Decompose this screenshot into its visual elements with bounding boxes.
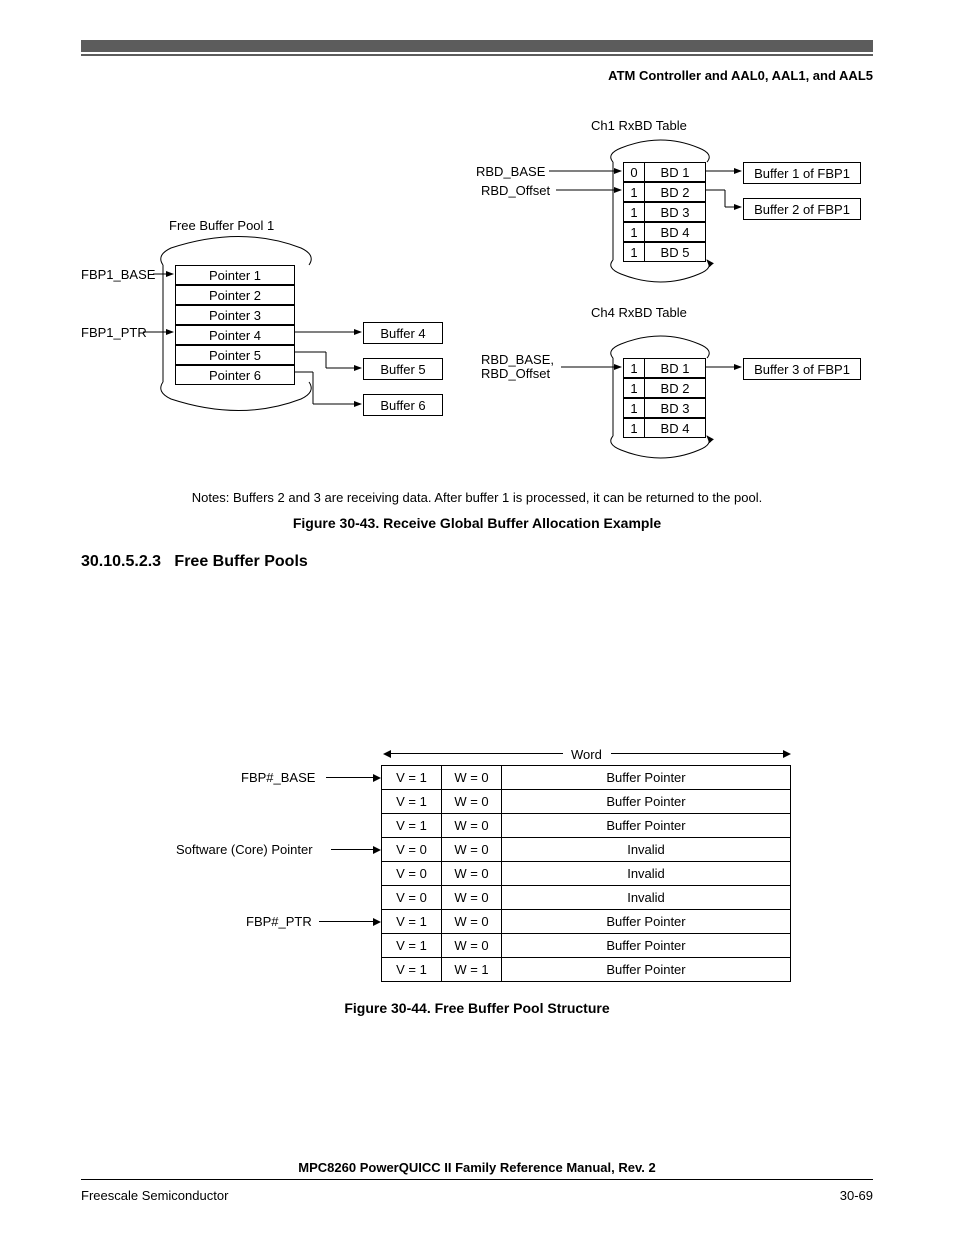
footer-right: 30-69	[840, 1188, 873, 1203]
bd-flag-cell: 1	[623, 418, 645, 438]
fbp-ptr-label: FBP#_PTR	[246, 914, 312, 929]
fig1-caption: Figure 30-43. Receive Global Buffer Allo…	[0, 515, 954, 531]
bd-flag-cell: 1	[623, 242, 645, 262]
v-cell: V = 1	[382, 790, 442, 813]
w-cell: W = 0	[442, 934, 502, 957]
w-cell: W = 0	[442, 910, 502, 933]
bd-cell: BD 2	[644, 182, 706, 202]
fbp-buffer-cell: Buffer 3 of FBP1	[743, 358, 861, 380]
fbp-title: Free Buffer Pool 1	[169, 218, 274, 233]
table-row: V = 1W = 1Buffer Pointer	[382, 957, 790, 981]
figure-notes: Notes: Buffers 2 and 3 are receiving dat…	[0, 490, 954, 505]
v-cell: V = 1	[382, 958, 442, 981]
bd-flag-cell: 1	[623, 378, 645, 398]
pointer-cell: Pointer 1	[175, 265, 295, 285]
section-num: 30.10.5.2.3	[81, 553, 161, 570]
v-cell: V = 1	[382, 934, 442, 957]
buffer-cell: Buffer 6	[363, 394, 443, 416]
bd-cell: BD 4	[644, 222, 706, 242]
section-title: Free Buffer Pools	[174, 553, 307, 570]
bd-cell: BD 5	[644, 242, 706, 262]
bd-flag-cell: 1	[623, 182, 645, 202]
table-row: V = 0W = 0Invalid	[382, 885, 790, 909]
footer-left: Freescale Semiconductor	[81, 1188, 228, 1203]
table-row: V = 1W = 0Buffer Pointer	[382, 933, 790, 957]
bd-flag-cell: 1	[623, 222, 645, 242]
bd-cell: BD 1	[644, 162, 706, 182]
v-cell: V = 0	[382, 886, 442, 909]
fbp1-ptr-label: FBP1_PTR	[81, 325, 147, 340]
pointer-cell: Pointer 3	[175, 305, 295, 325]
w-cell: W = 0	[442, 886, 502, 909]
pointer-cell: Pointer 5	[175, 345, 295, 365]
figure-30-44: Word FBP#_BASE Software (Core) Pointer F…	[81, 735, 873, 995]
fbp-base-label: FBP#_BASE	[241, 770, 315, 785]
bd-cell: BD 2	[644, 378, 706, 398]
bd-cell: BD 3	[644, 398, 706, 418]
table-row: V = 0W = 0Invalid	[382, 861, 790, 885]
figure-30-43: Ch1 RxBD Table Free Buffer Pool 1 FBP1_B…	[81, 110, 873, 490]
ptr-cell: Buffer Pointer	[502, 934, 790, 957]
page-header: ATM Controller and AAL0, AAL1, and AAL5	[608, 68, 873, 83]
table-row: V = 1W = 0Buffer Pointer	[382, 909, 790, 933]
bd-cell: BD 4	[644, 418, 706, 438]
bd-cell: BD 1	[644, 358, 706, 378]
ptr-cell: Buffer Pointer	[502, 790, 790, 813]
word-label: Word	[571, 747, 602, 762]
footer-manual: MPC8260 PowerQUICC II Family Reference M…	[0, 1160, 954, 1175]
ptr-cell: Buffer Pointer	[502, 910, 790, 933]
buffer-cell: Buffer 5	[363, 358, 443, 380]
rbd-base-label: RBD_BASE	[476, 164, 545, 179]
v-cell: V = 0	[382, 862, 442, 885]
buffer-cell: Buffer 4	[363, 322, 443, 344]
fig2-caption: Figure 30-44. Free Buffer Pool Structure	[0, 1000, 954, 1016]
pointer-cell: Pointer 2	[175, 285, 295, 305]
rbd-bo-1: RBD_BASE,	[481, 352, 554, 367]
fbp-buffer-cell: Buffer 2 of FBP1	[743, 198, 861, 220]
table-row: V = 1W = 0Buffer Pointer	[382, 813, 790, 837]
w-cell: W = 0	[442, 838, 502, 861]
ch1-title: Ch1 RxBD Table	[591, 118, 687, 133]
w-cell: W = 0	[442, 766, 502, 789]
bd-flag-cell: 1	[623, 202, 645, 222]
table-row: V = 0W = 0Invalid	[382, 837, 790, 861]
w-cell: W = 0	[442, 814, 502, 837]
pointer-cell: Pointer 4	[175, 325, 295, 345]
w-cell: W = 0	[442, 790, 502, 813]
rbd-bo-2: RBD_Offset	[481, 366, 550, 381]
rbd-offset-label: RBD_Offset	[481, 183, 550, 198]
ptr-cell: Invalid	[502, 886, 790, 909]
ptr-cell: Invalid	[502, 838, 790, 861]
fbp-buffer-cell: Buffer 1 of FBP1	[743, 162, 861, 184]
sw-ptr-label: Software (Core) Pointer	[176, 842, 313, 857]
v-cell: V = 1	[382, 766, 442, 789]
bd-flag-cell: 0	[623, 162, 645, 182]
w-cell: W = 0	[442, 862, 502, 885]
table-row: V = 1W = 0Buffer Pointer	[382, 765, 790, 789]
bd-flag-cell: 1	[623, 398, 645, 418]
header-bar	[81, 40, 873, 52]
fbp1-base-label: FBP1_BASE	[81, 267, 155, 282]
bd-flag-cell: 1	[623, 358, 645, 378]
section-heading: 30.10.5.2.3 Free Buffer Pools	[81, 553, 308, 571]
ptr-cell: Invalid	[502, 862, 790, 885]
w-cell: W = 1	[442, 958, 502, 981]
footer-rule	[81, 1179, 873, 1180]
v-cell: V = 0	[382, 838, 442, 861]
fbp-table: V = 1W = 0Buffer PointerV = 1W = 0Buffer…	[381, 765, 791, 982]
pointer-cell: Pointer 6	[175, 365, 295, 385]
ptr-cell: Buffer Pointer	[502, 766, 790, 789]
v-cell: V = 1	[382, 910, 442, 933]
v-cell: V = 1	[382, 814, 442, 837]
ch4-title: Ch4 RxBD Table	[591, 305, 687, 320]
ptr-cell: Buffer Pointer	[502, 814, 790, 837]
bd-cell: BD 3	[644, 202, 706, 222]
ptr-cell: Buffer Pointer	[502, 958, 790, 981]
table-row: V = 1W = 0Buffer Pointer	[382, 789, 790, 813]
